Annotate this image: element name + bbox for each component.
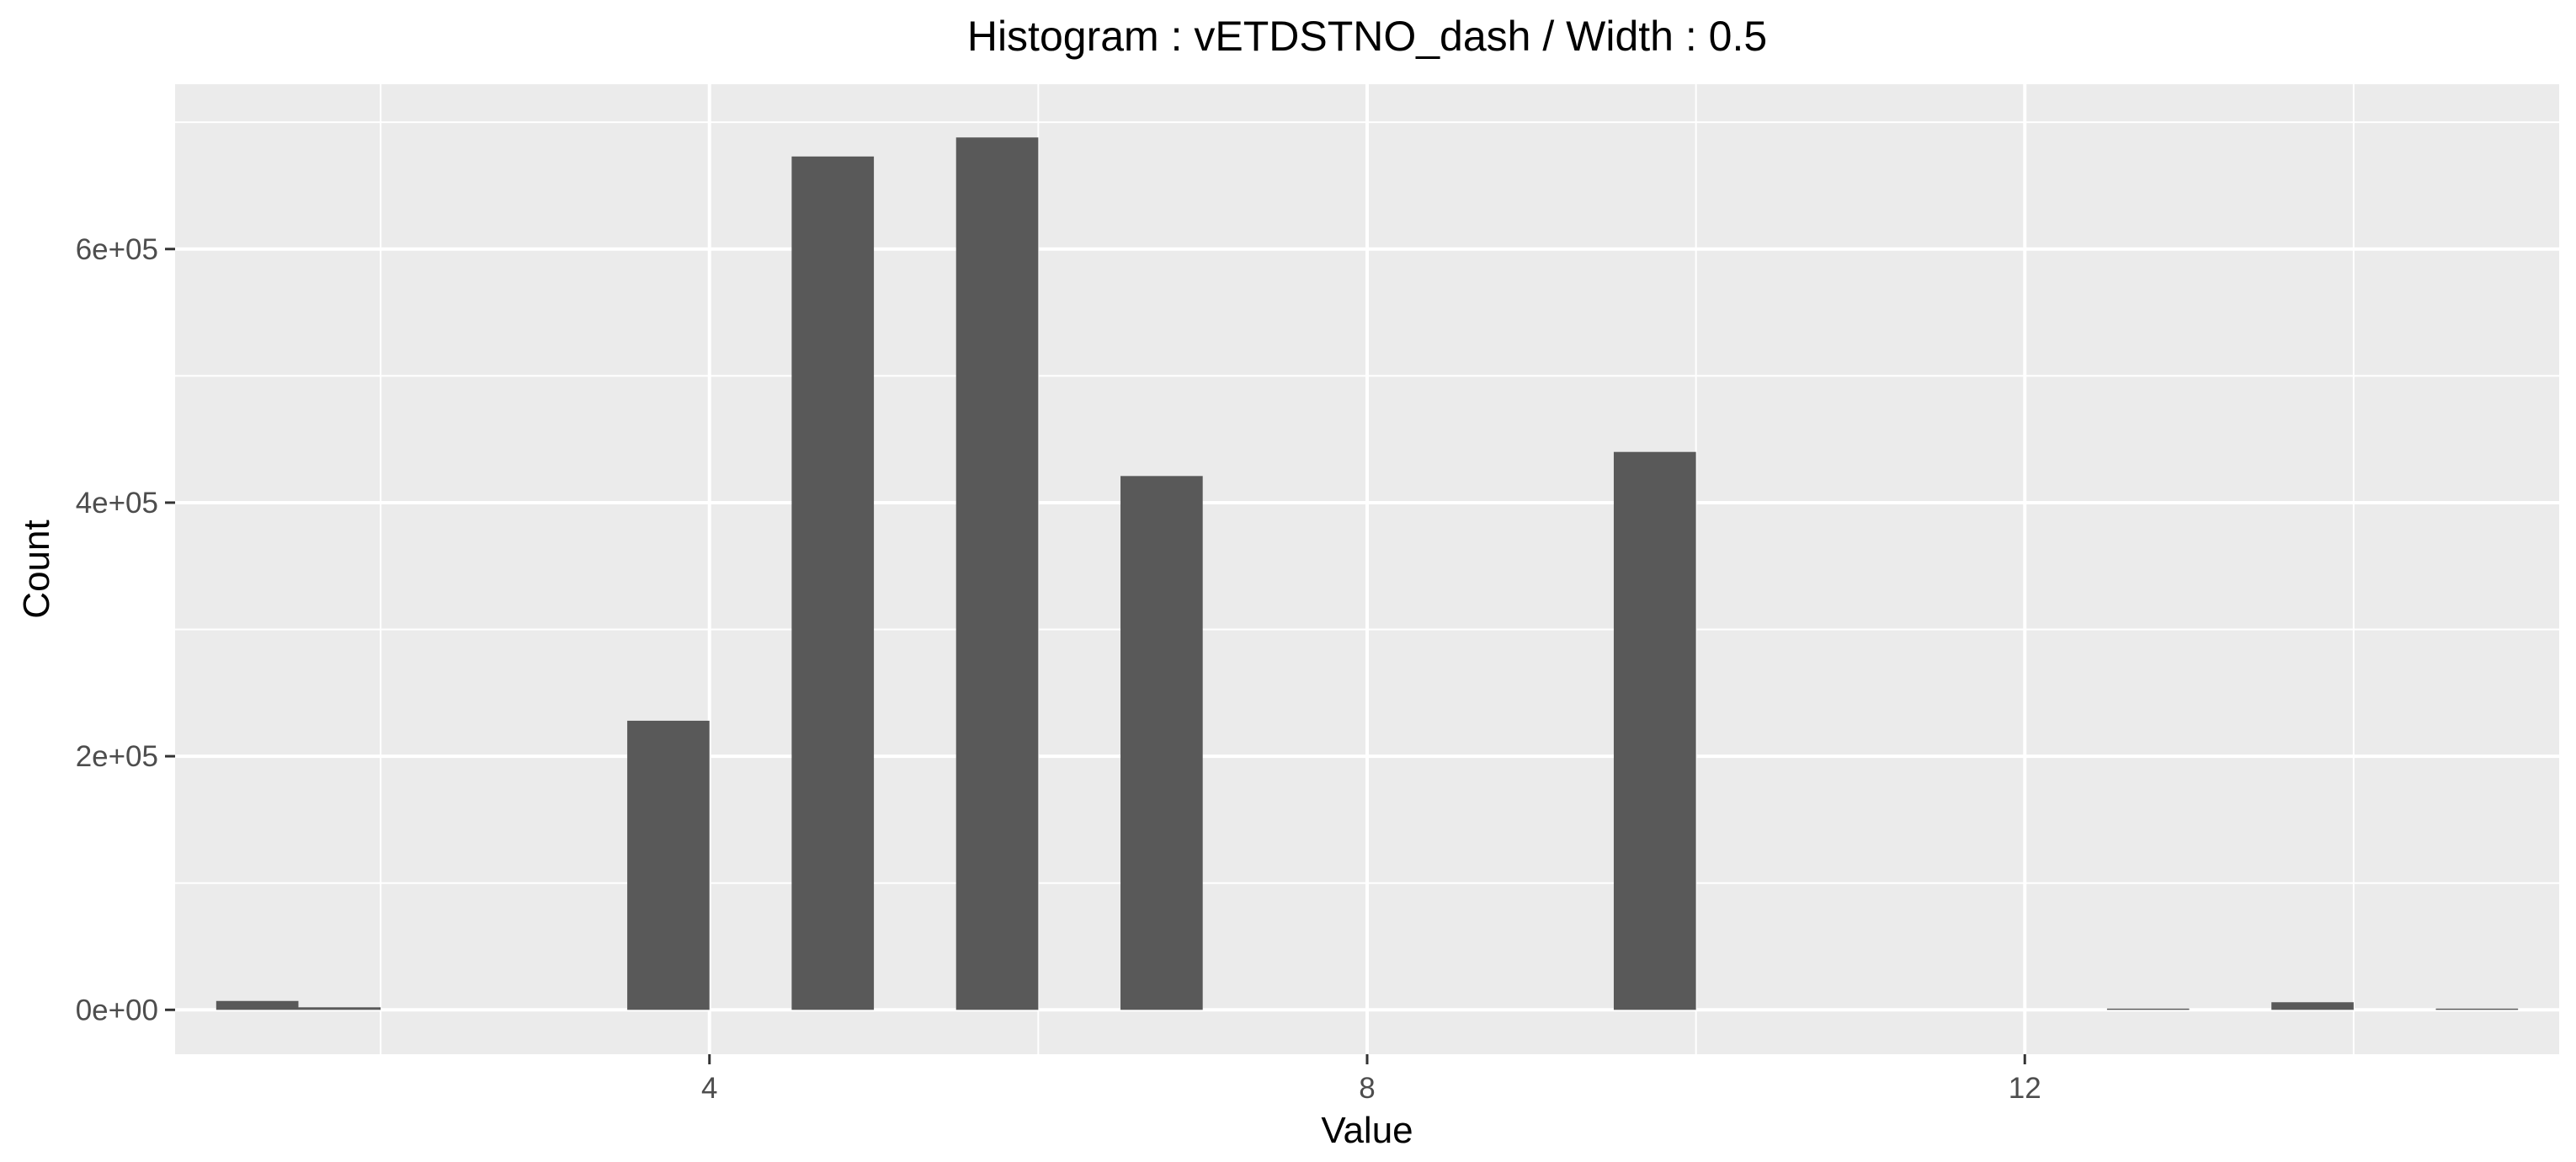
histogram-bar [2271, 1002, 2354, 1010]
histogram-bar [1613, 451, 1696, 1010]
y-tick-label: 6e+05 [76, 233, 158, 266]
axes: 4 8 12 0e+00 2e+05 4e+05 6e+05 [76, 233, 2041, 1105]
histogram-bars [216, 137, 2519, 1010]
grid-lines [175, 84, 2559, 1054]
histogram-bar [627, 720, 710, 1010]
x-tick-label: 8 [1359, 1072, 1375, 1105]
histogram-bar [955, 137, 1039, 1010]
y-tick-label: 0e+00 [76, 994, 158, 1026]
y-axis-title: Count [16, 520, 57, 618]
y-tick-label: 2e+05 [76, 740, 158, 773]
y-tick-label: 4e+05 [76, 487, 158, 520]
x-axis-title: Value [1321, 1110, 1413, 1151]
x-tick-label: 4 [701, 1072, 717, 1105]
histogram-bar [2435, 1008, 2519, 1010]
histogram-bar [2106, 1008, 2190, 1010]
x-tick-label: 12 [2009, 1072, 2041, 1105]
histogram-bar [216, 1000, 299, 1010]
histogram-bar [791, 156, 875, 1010]
chart-title: Histogram : vETDSTNO_dash / Width : 0.5 [967, 13, 1767, 60]
histogram-bar [298, 1007, 381, 1010]
histogram-bar [1120, 476, 1203, 1010]
